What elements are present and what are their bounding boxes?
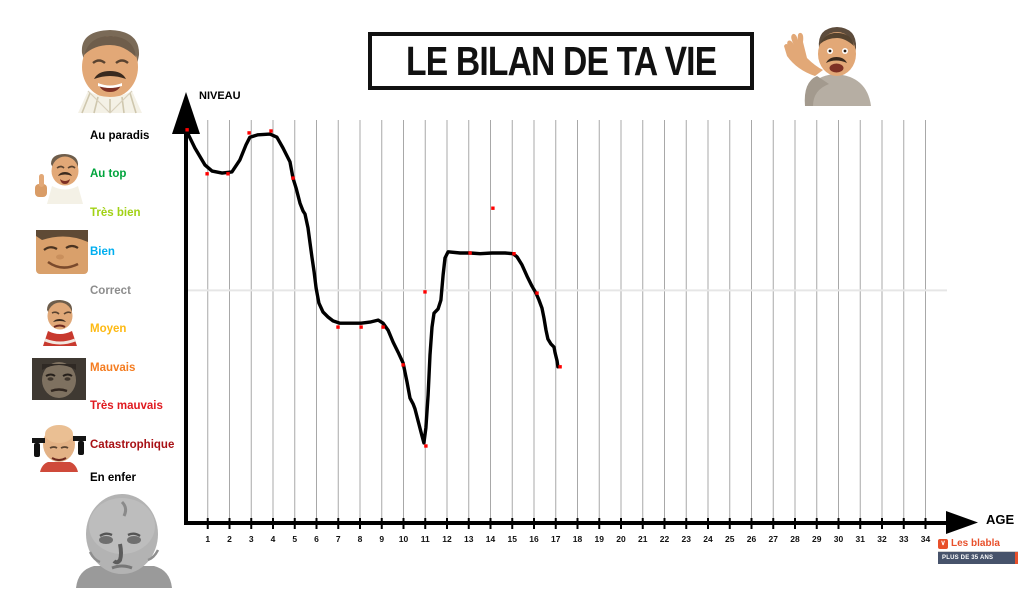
level-label-tr-s-bien: Très bien [90,207,141,219]
data-point-marker-15 [535,291,539,295]
x-tick-label-16: 16 [529,534,539,544]
x-tick-label-30: 30 [834,534,844,544]
data-point-marker-11 [423,290,427,294]
level-label-au-top: Au top [90,168,127,180]
x-tick-label-7: 7 [336,534,341,544]
x-tick-label-10: 10 [399,534,409,544]
signature-forum-bar-label: PLUS DE 35 ANS [942,555,994,561]
level-label-au-paradis: Au paradis [90,130,150,142]
data-point-marker-1 [205,172,209,176]
y-axis-label: NIVEAU [199,90,241,102]
x-tick-label-14: 14 [486,534,496,544]
x-tick-label-3: 3 [249,534,254,544]
x-tick-label-23: 23 [682,534,692,544]
smiling-face-image [36,230,88,274]
risitas-laughing-image [78,30,142,114]
signature-forum-name: Les blabla [951,538,1000,549]
title-box: LE BILAN DE TA VIE [368,32,754,90]
data-point-marker-16 [558,365,562,369]
x-tick-label-6: 6 [314,534,319,544]
level-label-catastrophique: Catastrophique [90,439,175,451]
x-tick-label-28: 28 [790,534,800,544]
data-point-marker-7 [359,325,363,329]
x-tick-label-17: 17 [551,534,561,544]
x-tick-label-19: 19 [595,534,605,544]
data-point-marker-13 [491,206,495,210]
y-axis-arrow-icon [172,92,200,134]
x-tick-label-18: 18 [573,534,583,544]
level-label-correct: Correct [90,285,131,297]
level-label-moyen: Moyen [90,323,127,335]
x-tick-label-34: 34 [921,534,931,544]
data-point-marker-2 [226,172,230,176]
x-axis-arrow-icon [946,511,978,534]
data-point-marker-6 [336,325,340,329]
data-point-marker-8 [381,325,385,329]
x-tick-label-11: 11 [421,534,430,544]
signature-forum-bar: PLUS DE 35 ANS [938,551,1018,564]
data-point-marker-12 [468,251,472,255]
x-tick-label-21: 21 [638,534,648,544]
data-point-marker-9 [401,363,405,367]
x-tick-label-27: 27 [769,534,779,544]
data-point-marker-5 [291,176,295,180]
risitas-thumbs-up-image [35,154,83,204]
x-tick-label-25: 25 [725,534,735,544]
data-point-marker-10 [424,444,428,448]
x-tick-label-4: 4 [271,534,276,544]
page-title: LE BILAN DE TA VIE [405,37,717,84]
forum-signature: ∨ Les blabla PLUS DE 35 ANS [938,538,1022,564]
grim-dark-face-image [32,358,86,400]
data-point-marker-4 [269,129,273,133]
level-label-mauvais: Mauvais [90,362,136,374]
x-tick-label-31: 31 [856,534,866,544]
level-label-bien: Bien [90,246,115,258]
x-tick-label-9: 9 [379,534,384,544]
x-tick-label-5: 5 [292,534,297,544]
level-label-tr-s-mauvais: Très mauvais [90,400,163,412]
signature-bar-accent [1015,552,1018,564]
risitas-pointing-image [784,27,871,106]
x-tick-label-26: 26 [747,534,757,544]
x-tick-label-8: 8 [358,534,363,544]
x-tick-label-15: 15 [508,534,518,544]
data-point-marker-0 [185,128,189,132]
x-tick-label-2: 2 [227,534,232,544]
x-tick-label-12: 12 [442,534,452,544]
data-point-marker-3 [247,131,251,135]
x-tick-label-33: 33 [899,534,909,544]
topic-chevron-icon: ∨ [938,538,948,549]
x-tick-label-20: 20 [616,534,626,544]
x-axis-label: AGE [986,512,1015,527]
data-point-marker-14 [512,252,516,256]
x-tick-label-24: 24 [703,534,713,544]
creepy-baby-image [76,494,172,588]
x-tick-label-13: 13 [464,534,474,544]
bald-despair-image [32,425,86,472]
life-curve [184,128,560,445]
x-tick-label-32: 32 [877,534,887,544]
x-tick-label-1: 1 [205,534,210,544]
level-label-en-enfer: En enfer [90,472,137,484]
x-tick-label-22: 22 [660,534,670,544]
x-tick-label-29: 29 [812,534,822,544]
sad-risitas-image [43,300,77,346]
